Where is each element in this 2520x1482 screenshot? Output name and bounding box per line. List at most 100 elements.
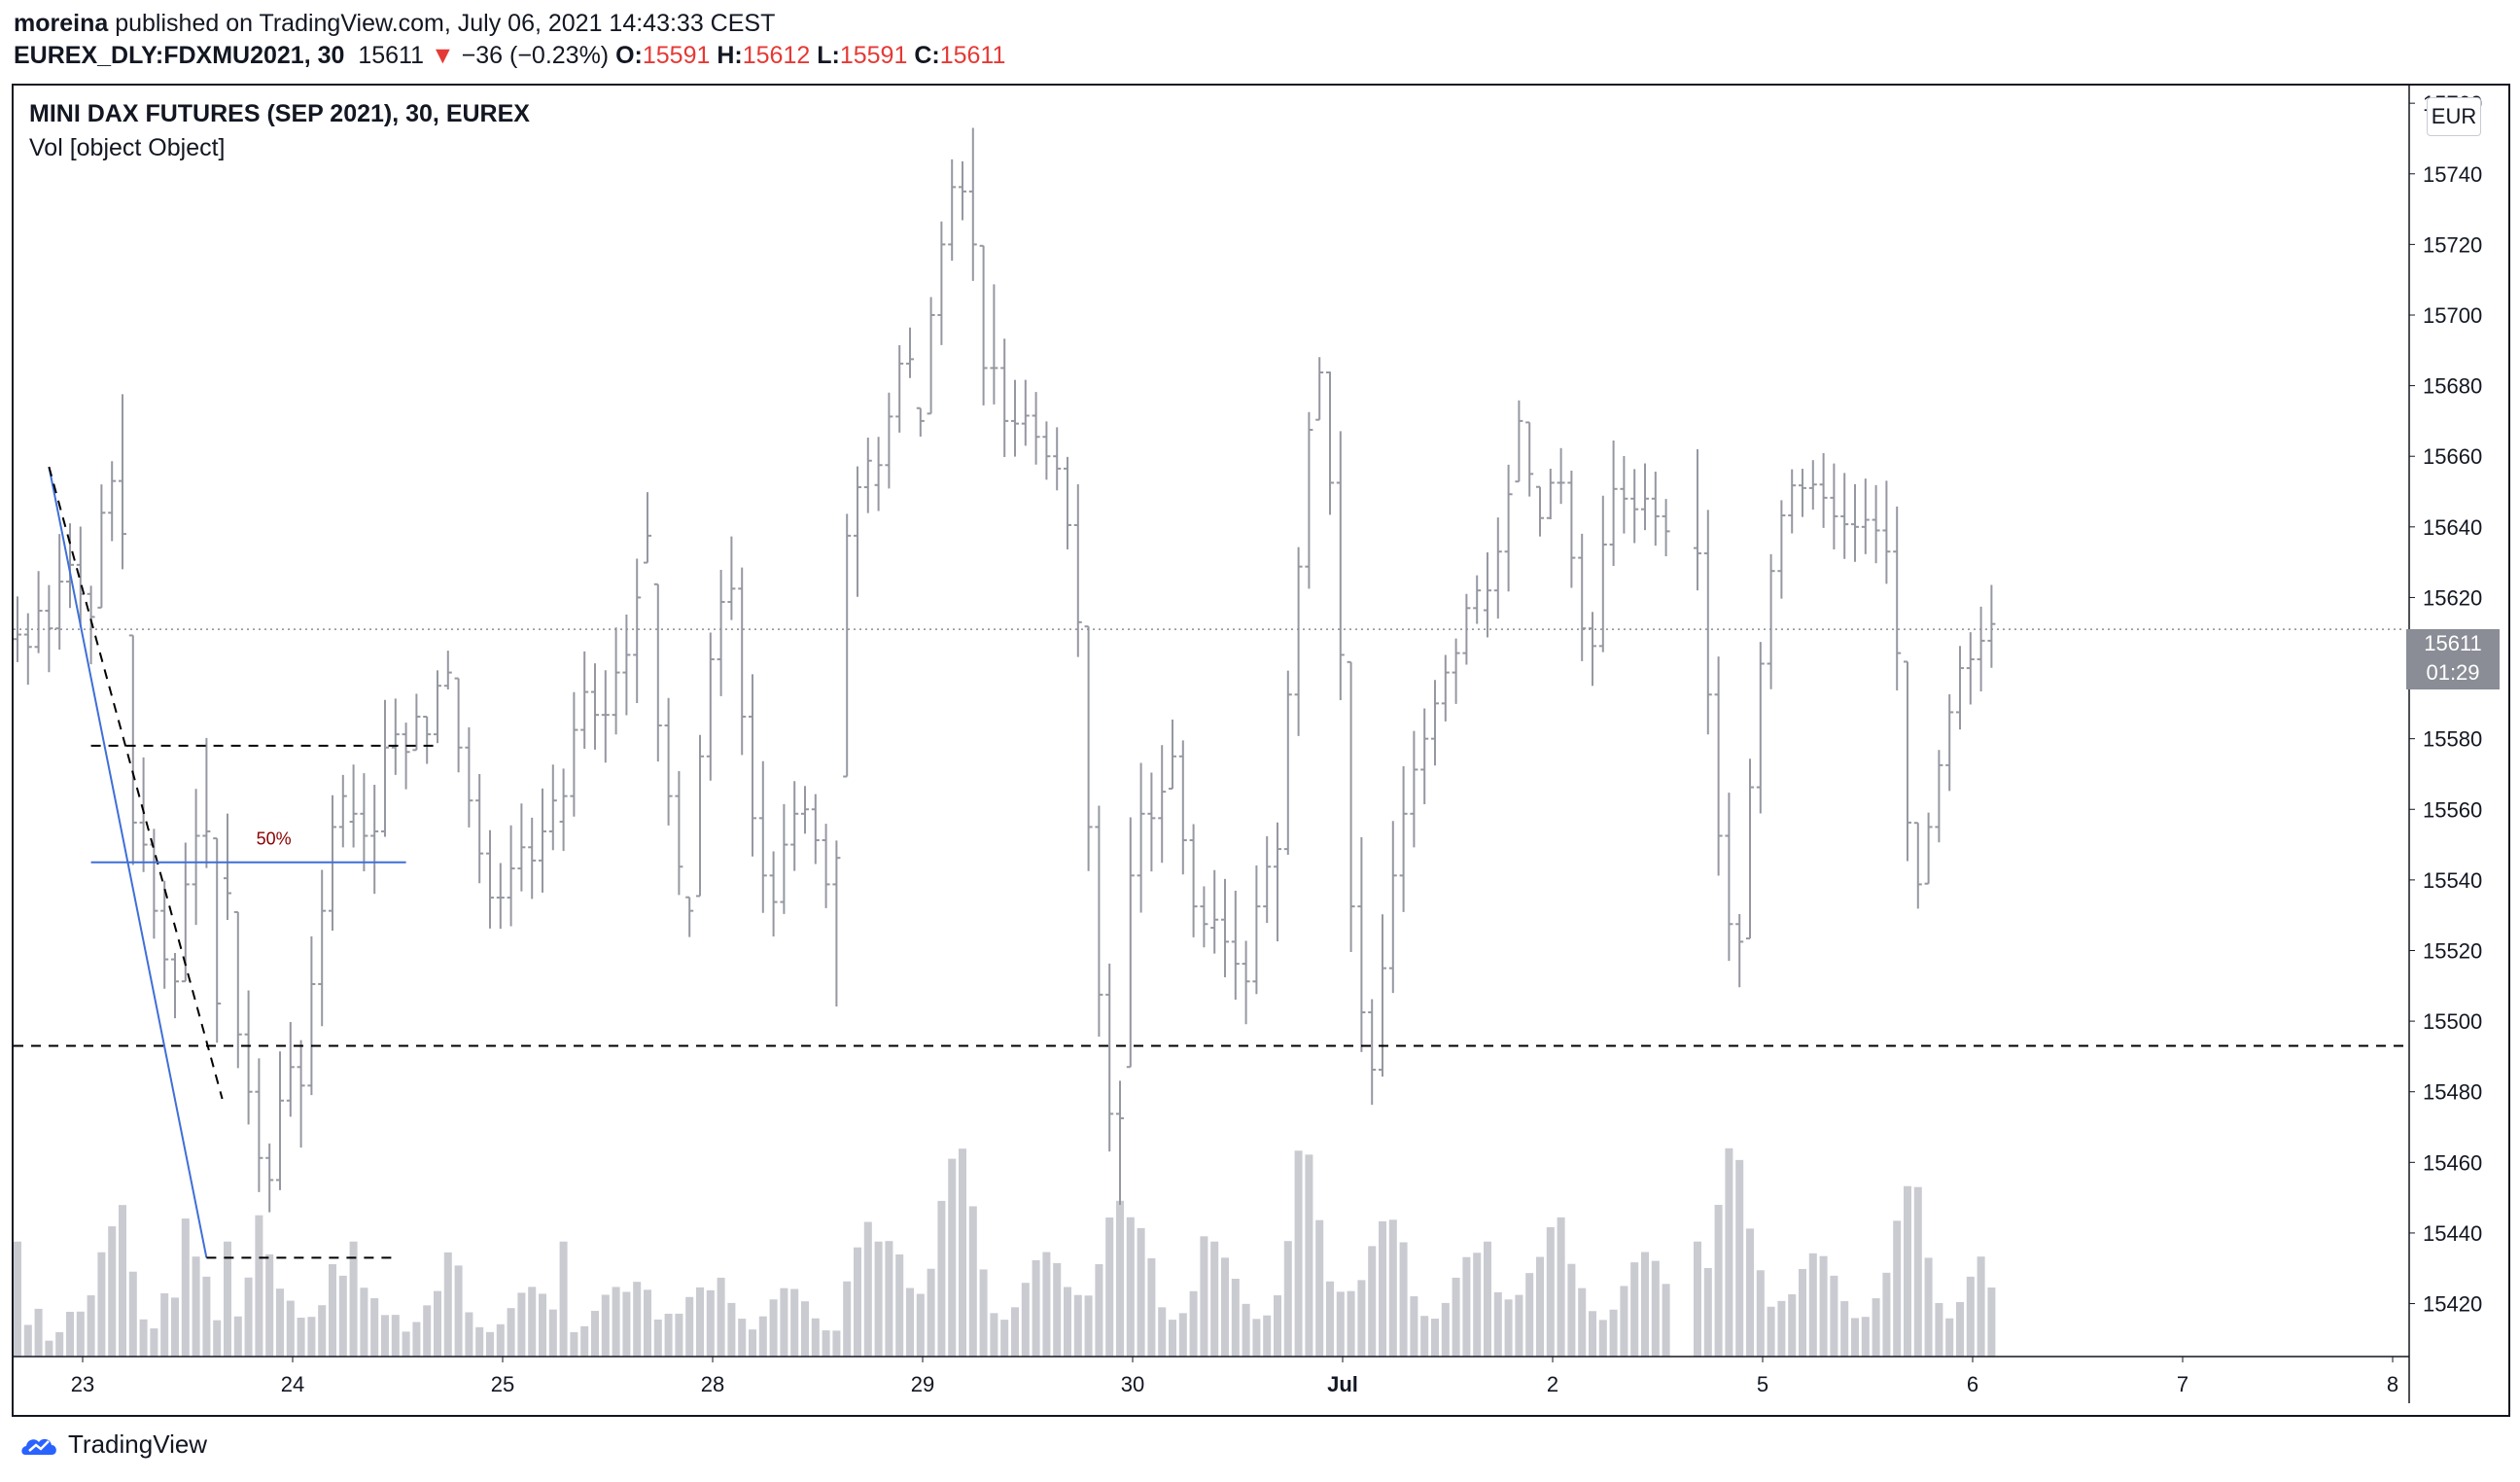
open-label: O: <box>615 42 643 69</box>
ohlc-bar <box>1882 480 1891 584</box>
ohlc-bar <box>66 523 74 609</box>
ohlc-bar <box>622 614 631 716</box>
volume-bar <box>1032 1259 1040 1357</box>
volume-bar <box>1462 1256 1471 1357</box>
volume-bar <box>150 1328 158 1357</box>
ohlc-bar <box>34 571 43 653</box>
ohlc-bar <box>1126 817 1135 1069</box>
volume-bar <box>1379 1220 1386 1357</box>
volume-layer <box>14 1147 1996 1357</box>
ohlc-bar <box>97 484 106 609</box>
ohlc-bar <box>1178 740 1187 875</box>
ohlc-bar <box>1283 670 1292 856</box>
volume-bar <box>108 1226 117 1357</box>
ohlc-bar <box>1452 638 1460 704</box>
ohlc-bar <box>990 284 998 405</box>
ohlc-bar <box>1746 759 1754 940</box>
ohlc-bar <box>1484 552 1491 638</box>
ohlc-bar <box>644 492 651 564</box>
price-tick-label: 15440 <box>2423 1221 2482 1246</box>
currency-badge[interactable]: EUR <box>2427 97 2481 136</box>
volume-bar <box>349 1241 358 1357</box>
volume-bar <box>1598 1320 1607 1357</box>
ohlc-bar <box>1431 680 1439 766</box>
volume-bar <box>1966 1276 1975 1357</box>
volume-bar <box>1504 1299 1513 1357</box>
volume-bar <box>1158 1307 1167 1357</box>
volume-bar <box>1484 1241 1491 1357</box>
volume-bar <box>496 1323 505 1357</box>
volume-bar <box>1714 1204 1723 1357</box>
ohlc-bar <box>443 651 452 690</box>
ohlc-bar <box>937 221 946 345</box>
footer-brand[interactable]: TradingView <box>19 1429 207 1460</box>
volume-bar <box>1861 1317 1870 1357</box>
ohlc-bar <box>959 160 966 221</box>
volume-bar <box>1589 1311 1596 1357</box>
volume-legend: Vol [object Object] <box>29 134 226 161</box>
ohlc-bar <box>685 896 694 937</box>
dashed-trend-line <box>48 466 224 1100</box>
ohlc-bar <box>1536 485 1544 537</box>
volume-bar <box>1431 1319 1439 1357</box>
ohlc-bar <box>780 803 788 914</box>
volume-bar <box>76 1311 85 1357</box>
publish-info: published on TradingView.com, July 06, 2… <box>115 10 776 37</box>
ohlc-bar <box>349 764 358 848</box>
ohlc-bar <box>1368 999 1377 1106</box>
ohlc-bar <box>1641 463 1649 531</box>
ohlc-bar <box>1410 730 1418 848</box>
chart-frame[interactable] <box>12 84 2510 1417</box>
ohlc-bar <box>1872 484 1880 564</box>
volume-bar <box>370 1297 379 1357</box>
ohlc-bar <box>843 513 852 778</box>
ohlc-bar <box>1945 693 1954 792</box>
volume-bar <box>1840 1301 1849 1357</box>
volume-bar <box>286 1300 295 1357</box>
volume-bar <box>1095 1264 1103 1357</box>
ohlc-bar <box>1703 510 1712 735</box>
volume-bar <box>1987 1288 1996 1357</box>
last-price: 15611 <box>358 42 424 69</box>
ohlc-bar <box>1210 869 1219 954</box>
volume-bar <box>338 1275 347 1357</box>
ohlc-bar <box>696 734 704 898</box>
ohlc-bar <box>1777 500 1786 599</box>
ohlc-bar <box>318 869 327 1027</box>
volume-bar <box>1178 1313 1187 1357</box>
ohlc-bar <box>276 1051 284 1190</box>
volume-bar <box>454 1265 463 1357</box>
volume-bar <box>601 1294 610 1357</box>
price-bars-layer <box>14 127 1996 1213</box>
ohlc-bar <box>811 794 820 864</box>
ohlc-bar <box>675 771 683 896</box>
footer-brand-text: TradingView <box>68 1429 208 1459</box>
ohlc-bar <box>801 786 809 834</box>
ohlc-bar <box>580 651 589 749</box>
ohlc-bar <box>14 596 21 662</box>
ohlc-bar <box>979 244 988 406</box>
volume-bar <box>391 1315 400 1357</box>
volume-bar <box>45 1340 53 1357</box>
price-tick-label: 15640 <box>2423 515 2482 540</box>
volume-bar <box>539 1293 546 1357</box>
ohlc-bar <box>1336 431 1345 701</box>
ohlc-bar <box>1620 456 1628 534</box>
volume-bar <box>1546 1226 1555 1357</box>
volume-bar <box>1641 1252 1649 1357</box>
ohlc-bar <box>1904 660 1911 862</box>
ohlc-bar <box>202 737 211 868</box>
volume-bar <box>580 1325 589 1357</box>
volume-bar <box>160 1292 169 1357</box>
volume-bar <box>307 1317 316 1357</box>
volume-bar <box>1493 1291 1502 1357</box>
ohlc-bar <box>906 327 914 378</box>
ohlc-bar <box>664 697 673 826</box>
volume-bar <box>233 1316 242 1357</box>
volume-bar <box>1420 1316 1429 1357</box>
ohlc-bar <box>727 536 736 620</box>
volume-bar <box>895 1254 904 1357</box>
volume-bar <box>360 1288 368 1357</box>
ohlc-bar <box>244 990 253 1125</box>
